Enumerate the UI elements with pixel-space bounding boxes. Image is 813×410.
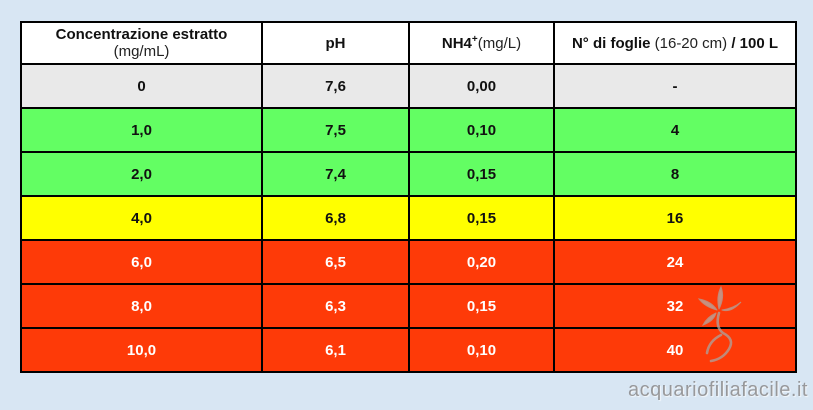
table-cell: 7,6 bbox=[261, 63, 410, 109]
table-cell: 6,3 bbox=[261, 283, 410, 329]
table-cell: 0 bbox=[20, 63, 263, 109]
table-cell: 16 bbox=[553, 195, 797, 241]
table-cell: 6,8 bbox=[261, 195, 410, 241]
table-cell: 6,5 bbox=[261, 239, 410, 285]
header-segment: pH bbox=[325, 34, 346, 52]
table-row: 8,0 6,3 0,15 32 bbox=[20, 283, 797, 329]
header-segment: NH4 bbox=[441, 34, 472, 52]
table-cell: 2,0 bbox=[20, 151, 263, 197]
header-segment: + bbox=[471, 33, 478, 45]
column-header-nh4: NH4+(mg/L) bbox=[408, 21, 555, 65]
table-cell: 4 bbox=[553, 107, 797, 153]
experiment-results-table: Concentrazione estratto (mg/mL) pH NH4+(mg… bbox=[20, 21, 797, 373]
column-header-n-di-foglie: N° di foglie (16-20 cm) / 100 L bbox=[553, 21, 797, 65]
table-cell: 4,0 bbox=[20, 195, 263, 241]
table-cell: 8,0 bbox=[20, 283, 263, 329]
table-row: 10,0 6,1 0,10 40 bbox=[20, 327, 797, 373]
table-cell: - bbox=[553, 63, 797, 109]
table-cell: 0,20 bbox=[408, 239, 555, 285]
table-cell: 0,10 bbox=[408, 107, 555, 153]
table-row: 2,0 7,4 0,15 8 bbox=[20, 151, 797, 197]
table-row: 0 7,6 0,00- bbox=[20, 63, 797, 109]
watermark-text: acquariofiliafacile.it bbox=[628, 379, 808, 401]
table-row: 4,0 6,8 0,15 16 bbox=[20, 195, 797, 241]
table-cell: 10,0 bbox=[20, 327, 263, 373]
table-row: 1,0 7,5 0,10 4 bbox=[20, 107, 797, 153]
header-segment: N° di foglie bbox=[571, 34, 651, 52]
column-header-ph: pH bbox=[261, 21, 410, 65]
table-cell: 32 bbox=[553, 283, 797, 329]
table-cell: 24 bbox=[553, 239, 797, 285]
column-header-concentrazione-estratto: Concentrazione estratto (mg/mL) bbox=[20, 21, 263, 65]
table-cell: 0,15 bbox=[408, 283, 555, 329]
table-cell: 6,1 bbox=[261, 327, 410, 373]
table-cell: 40 bbox=[553, 327, 797, 373]
table-row: 6,0 6,5 0,20 24 bbox=[20, 239, 797, 285]
table-cell: 1,0 bbox=[20, 107, 263, 153]
table-cell: 8 bbox=[553, 151, 797, 197]
table-cell: 0,10 bbox=[408, 327, 555, 373]
header-segment: Concentrazione estratto bbox=[55, 26, 228, 43]
header-segment: (mg/mL) bbox=[113, 43, 170, 60]
header-segment: (16-20 cm) bbox=[650, 34, 732, 52]
header-segment: (mg/L) bbox=[477, 34, 522, 52]
table-cell: 7,4 bbox=[261, 151, 410, 197]
results-table-container: Concentrazione estratto (mg/mL) pH NH4+(mg… bbox=[20, 21, 797, 373]
table-header-row: Concentrazione estratto (mg/mL) pH NH4+(mg… bbox=[20, 21, 797, 65]
table-cell: 0,00 bbox=[408, 63, 555, 109]
table-cell: 0,15 bbox=[408, 195, 555, 241]
table-cell: 7,5 bbox=[261, 107, 410, 153]
header-segment: / 100 L bbox=[731, 34, 779, 52]
table-cell: 6,0 bbox=[20, 239, 263, 285]
table-cell: 0,15 bbox=[408, 151, 555, 197]
